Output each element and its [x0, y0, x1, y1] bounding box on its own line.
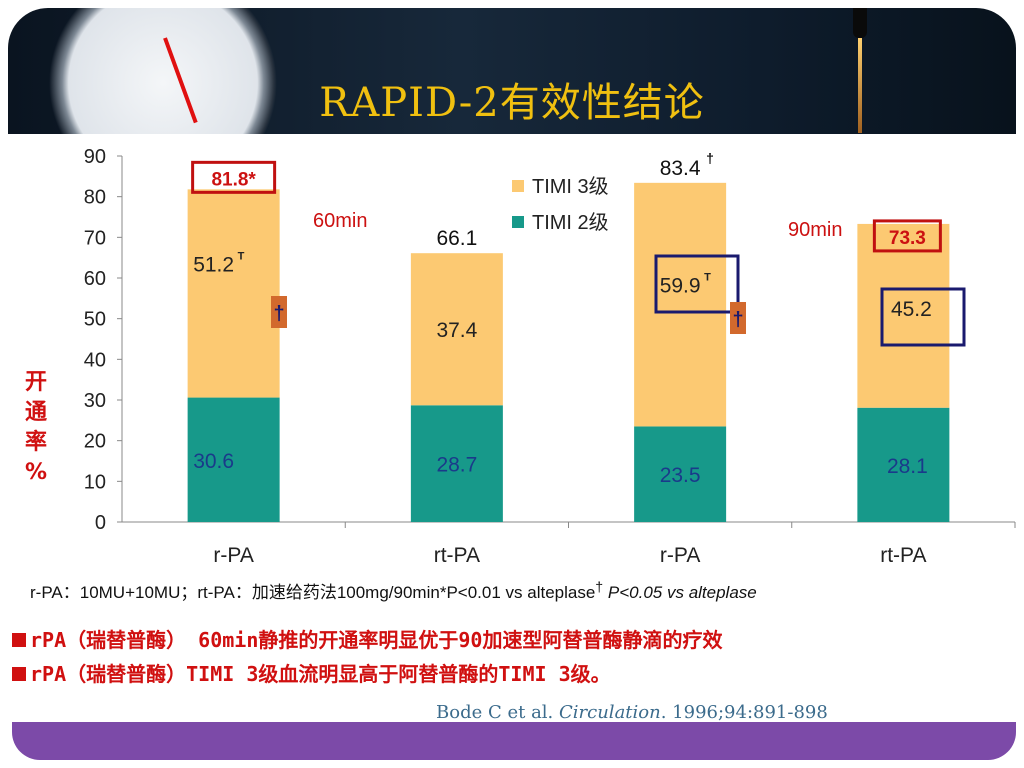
y-tick-label: 60: [84, 268, 106, 290]
data-label-total: 81.8*: [211, 169, 256, 190]
bullet-point: rPA（瑞替普酶） 60min静推的开通率明显优于90加速型阿替普酶静滴的疗效: [12, 624, 722, 653]
y-tick-label: 20: [84, 431, 106, 453]
footnote-italic: P<0.05 vs alteplase: [603, 583, 757, 602]
highlight-box-45-2: [880, 287, 966, 347]
footnote: r-PA：10MU+10MU；rt-PA：加速给药法100mg/90min*P<…: [30, 578, 1020, 603]
data-label-timi3: 37.4: [436, 319, 477, 342]
data-label-timi3: 45.2: [891, 298, 932, 321]
y-axis-label-char: 率: [24, 430, 47, 455]
data-label-timi2: 28.1: [887, 455, 928, 478]
dagger-marker: †: [732, 309, 743, 331]
x-tick-label: rt-PA: [880, 544, 926, 567]
lamp-cord: [858, 38, 862, 133]
bar-timi3: [187, 189, 280, 398]
citation: Bode C et al. Circulation. 1996;94:891-8…: [436, 702, 828, 723]
label-superscript: T: [238, 250, 245, 262]
dagger-marker-box: [271, 296, 287, 328]
bullet-text: rPA（瑞替普酶）TIMI 3级血流明显高于阿替普酶的TIMI 3级。: [30, 662, 611, 686]
bar-timi3: [634, 182, 727, 427]
footnote-main: r-PA：10MU+10MU；rt-PA：加速给药法100mg/90min*P<…: [30, 583, 596, 602]
citation-journal: Circulation: [559, 702, 661, 723]
y-tick-label: 0: [95, 512, 106, 534]
header-banner: [8, 8, 1016, 134]
data-label-timi3: 51.2: [193, 253, 234, 276]
x-tick-label: r-PA: [213, 544, 253, 567]
data-label-total: 66.1: [436, 227, 477, 250]
dagger-marker-box: [730, 302, 746, 334]
y-axis-label-char: 通: [24, 400, 47, 425]
data-label-timi2: 23.5: [660, 464, 701, 487]
y-tick-label: 80: [84, 187, 106, 209]
y-tick-label: 30: [84, 390, 106, 412]
x-tick-label: rt-PA: [434, 544, 480, 567]
lamp-image: [853, 8, 867, 38]
bar-timi2: [634, 426, 727, 522]
y-tick-label: 40: [84, 349, 106, 371]
bar-timi3: [857, 223, 950, 408]
footnote-dagger: †: [595, 579, 604, 596]
data-label-total: 83.4: [660, 157, 701, 180]
legend-label-timi3: TIMI 3级: [532, 175, 609, 198]
bar-timi2: [410, 405, 503, 522]
time-label-90min: 90min: [788, 219, 842, 241]
data-label-timi2: 28.7: [436, 454, 477, 477]
bullet-square-icon: [12, 633, 26, 647]
bar-timi3: [410, 253, 503, 406]
slide-title: RAPID-2有效性结论: [319, 80, 705, 126]
y-tick-label: 10: [84, 471, 106, 493]
total-highlight-box: [872, 219, 942, 253]
stacked-bar-chart: 0 10 20 30 40 50 60 70 80 90 r-PA 30.6 51.2 T 81.8* rt-…: [84, 146, 1016, 567]
footer-bar: [12, 722, 1016, 760]
bullet-point: rPA（瑞替普酶）TIMI 3级血流明显高于阿替普酶的TIMI 3级。: [12, 658, 611, 687]
label-superscript: T: [704, 272, 711, 284]
data-label-timi3: 59.9: [660, 275, 701, 298]
x-tick-label: r-PA: [660, 544, 700, 567]
y-tick-label: 90: [84, 146, 106, 168]
dagger-marker: †: [273, 303, 284, 325]
pressure-gauge-image: [48, 8, 278, 134]
time-label-60min: 60min: [313, 210, 367, 232]
y-tick-label: 50: [84, 309, 106, 331]
total-superscript: †: [706, 150, 714, 166]
bar-timi2: [187, 397, 280, 522]
citation-authors: Bode C et al.: [436, 702, 559, 723]
legend-swatch-timi2: [512, 216, 524, 228]
legend-swatch-timi3: [512, 180, 524, 192]
y-tick-label: 70: [84, 227, 106, 249]
highlight-box-59-9: [654, 254, 740, 314]
bullet-square-icon: [12, 667, 26, 681]
legend-label-timi2: TIMI 2级: [532, 211, 609, 234]
data-label-timi2: 30.6: [193, 450, 234, 473]
y-axis-label-char: %: [24, 460, 48, 485]
bullet-text: rPA（瑞替普酶） 60min静推的开通率明显优于90加速型阿替普酶静滴的疗效: [30, 628, 723, 652]
y-axis-label: 开 通 率 %: [16, 368, 56, 488]
citation-details: . 1996;94:891-898: [660, 702, 828, 723]
data-label-total: 73.3: [889, 228, 926, 249]
y-axis-label-char: 开: [24, 370, 47, 395]
bar-timi2: [857, 407, 950, 522]
total-highlight-box: [191, 160, 277, 194]
